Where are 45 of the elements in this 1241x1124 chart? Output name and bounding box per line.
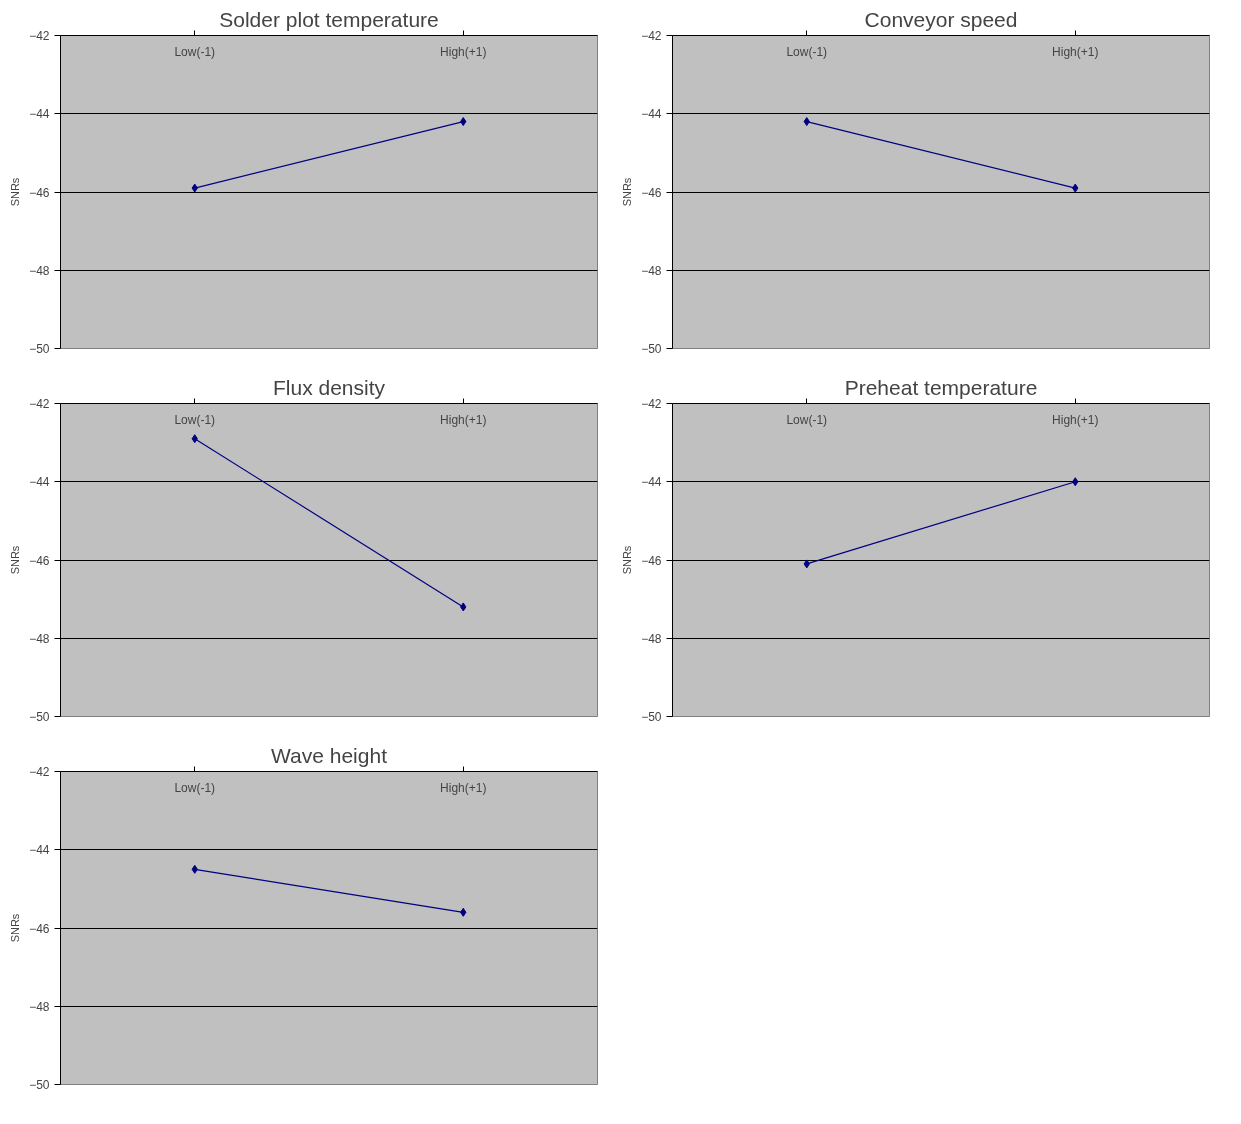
y-tick-label: −48 bbox=[641, 631, 662, 646]
chart-title: Preheat temperature bbox=[844, 375, 1038, 399]
x-tick-label: High(+1) bbox=[1052, 412, 1099, 427]
y-axis-title: SNRs bbox=[621, 177, 634, 207]
y-tick-label: −50 bbox=[641, 342, 662, 356]
y-tick-label: −50 bbox=[29, 710, 50, 724]
y-tick-label: −50 bbox=[641, 710, 662, 724]
x-tick-label: Low(-1) bbox=[174, 44, 216, 59]
x-tick-label: High(+1) bbox=[440, 780, 487, 795]
y-tick-label: −48 bbox=[641, 263, 662, 278]
y-axis-title: SNRs bbox=[9, 545, 22, 575]
y-tick-label: −44 bbox=[641, 475, 662, 490]
y-tick-label: −42 bbox=[641, 29, 662, 43]
y-tick-label: −42 bbox=[29, 765, 50, 779]
y-axis-title: SNRs bbox=[9, 177, 22, 207]
y-tick-label: −42 bbox=[641, 397, 662, 411]
y-tick-label: −46 bbox=[641, 185, 662, 200]
y-tick-label: −50 bbox=[29, 342, 50, 356]
x-tick-label: Low(-1) bbox=[786, 44, 828, 59]
y-axis-title: SNRs bbox=[9, 913, 22, 943]
y-tick-label: −42 bbox=[29, 29, 50, 43]
x-tick-label: Low(-1) bbox=[174, 412, 216, 427]
y-axis-title: SNRs bbox=[621, 545, 634, 575]
y-tick-label: −44 bbox=[641, 107, 662, 122]
chart-title: Solder plot temperature bbox=[219, 7, 439, 31]
x-tick-label: High(+1) bbox=[440, 412, 487, 427]
x-tick-label: Low(-1) bbox=[786, 412, 828, 427]
x-tick-label: High(+1) bbox=[440, 44, 487, 59]
y-tick-label: −44 bbox=[29, 475, 50, 490]
y-tick-label: −48 bbox=[29, 999, 50, 1014]
chart-title: Wave height bbox=[271, 743, 388, 767]
chart-title: Flux density bbox=[272, 375, 386, 399]
y-tick-label: −44 bbox=[29, 107, 50, 122]
y-tick-label: −46 bbox=[29, 553, 50, 568]
y-tick-label: −46 bbox=[641, 553, 662, 568]
y-tick-label: −48 bbox=[29, 631, 50, 646]
x-tick-label: Low(-1) bbox=[174, 780, 216, 795]
chart-title: Conveyor speed bbox=[864, 7, 1018, 31]
x-tick-label: High(+1) bbox=[1052, 44, 1099, 59]
y-tick-label: −42 bbox=[29, 397, 50, 411]
y-tick-label: −46 bbox=[29, 921, 50, 936]
y-tick-label: −48 bbox=[29, 263, 50, 278]
y-tick-label: −50 bbox=[29, 1078, 50, 1092]
y-tick-label: −46 bbox=[29, 185, 50, 200]
y-tick-label: −44 bbox=[29, 843, 50, 858]
